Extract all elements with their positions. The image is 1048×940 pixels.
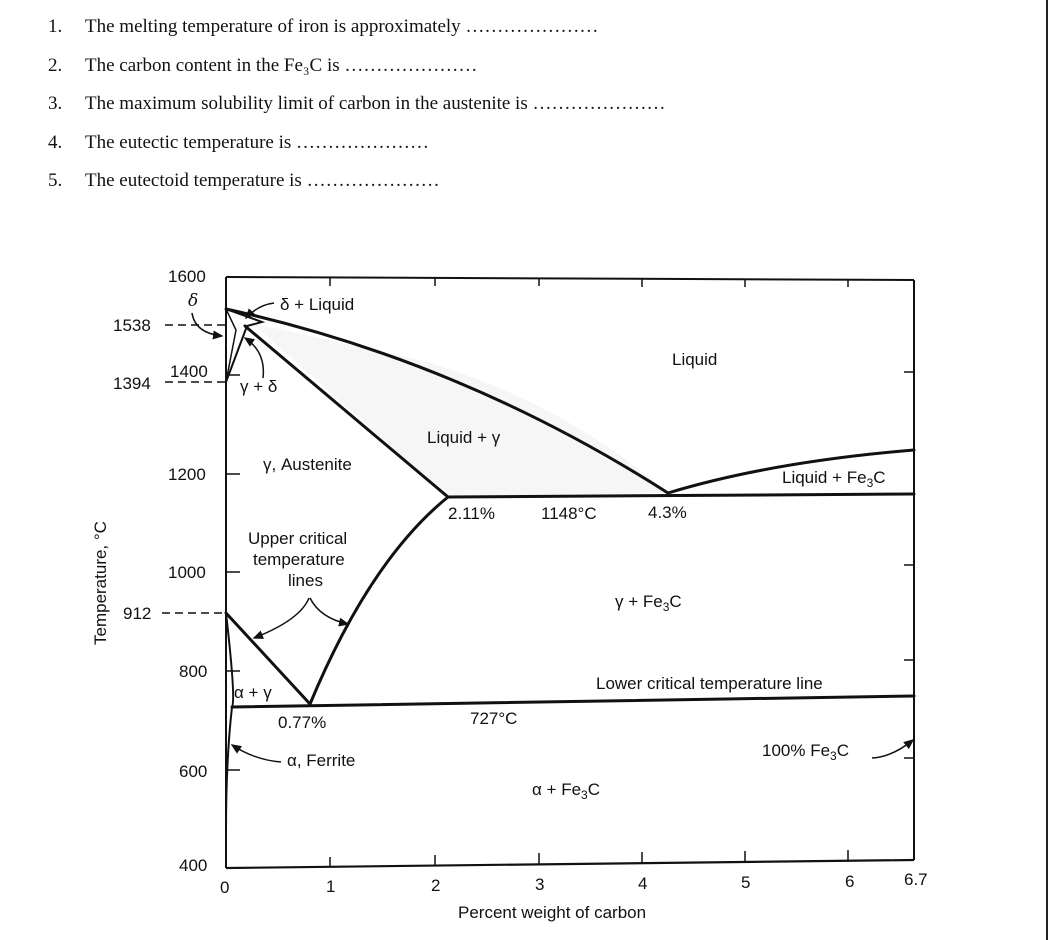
label-alpha-gamma: α + γ xyxy=(234,683,272,702)
label-upper-critical-3: lines xyxy=(288,571,323,590)
label-gamma-fe3c: γ + Fe3C xyxy=(615,592,682,614)
question-5: 5. The eutectoid temperature is ………………… xyxy=(48,170,440,191)
question-list: 1. The melting temperature of iron is app… xyxy=(48,8,665,201)
svg-text:1400: 1400 xyxy=(170,362,208,381)
svg-text:1394: 1394 xyxy=(113,374,151,393)
x-tick-labels: 0 1 2 3 4 5 6 6.7 xyxy=(220,870,928,897)
page-edge xyxy=(1046,0,1048,940)
svg-text:1000: 1000 xyxy=(168,563,206,582)
label-0-77-pct: 0.77% xyxy=(278,713,326,732)
label-2-11-pct: 2.11% xyxy=(448,504,495,523)
svg-text:4: 4 xyxy=(638,874,647,893)
svg-text:3: 3 xyxy=(535,875,544,894)
phase-boundaries xyxy=(224,307,916,831)
label-gamma-delta: γ + δ xyxy=(240,377,277,396)
liquid-gamma-region xyxy=(252,323,668,497)
label-delta-liquid: δ + Liquid xyxy=(280,295,354,314)
answer-blank[interactable]: ………………… xyxy=(306,170,440,191)
y-axis-title: Temperature, °C xyxy=(91,521,110,645)
answer-blank[interactable]: ………………… xyxy=(296,131,430,153)
reference-dashes xyxy=(162,324,226,614)
label-austenite: γ, Austenite xyxy=(263,455,352,474)
x-axis-title: Percent weight of carbon xyxy=(458,903,646,922)
question-2: 2. The carbon content in the Fe₃C is …………… xyxy=(48,54,478,76)
label-liquid-fe3c: Liquid + Fe3C xyxy=(782,468,886,490)
label-ferrite: α, Ferrite xyxy=(287,751,355,770)
question-1: 1. The melting temperature of iron is app… xyxy=(48,16,599,37)
label-liquid-gamma: Liquid + γ xyxy=(427,428,501,447)
y-axis-ticks xyxy=(226,371,914,771)
x-axis-ticks xyxy=(329,278,849,867)
answer-blank[interactable]: ………………… xyxy=(532,93,666,114)
label-lower-critical-line: Lower critical temperature line xyxy=(596,674,823,693)
svg-text:5: 5 xyxy=(741,873,750,892)
answer-blank[interactable]: ………………… xyxy=(465,16,599,37)
label-1148c: 1148°C xyxy=(541,504,597,523)
svg-text:600: 600 xyxy=(179,762,207,781)
label-727c: 727°C xyxy=(470,709,517,728)
region-labels: δ δ + Liquid γ + δ Liquid Liquid + γ γ, … xyxy=(188,291,886,802)
label-upper-critical-1: Upper critical xyxy=(248,529,347,548)
svg-text:400: 400 xyxy=(179,856,207,875)
question-3: 3. The maximum solubility limit of carbon… xyxy=(48,93,666,114)
annotation-arrows xyxy=(191,302,915,763)
svg-text:800: 800 xyxy=(179,662,207,681)
svg-text:2: 2 xyxy=(431,876,440,895)
svg-text:1600: 1600 xyxy=(168,267,206,286)
svg-text:6.7: 6.7 xyxy=(904,870,928,889)
label-alpha-fe3c: α + Fe3C xyxy=(532,780,600,802)
label-4-3-pct: 4.3% xyxy=(648,503,687,522)
svg-text:1200: 1200 xyxy=(168,465,206,484)
y-tick-labels: 1600 1400 1200 1000 800 600 400 1538 139… xyxy=(113,267,208,875)
label-upper-critical-2: temperature xyxy=(253,550,345,569)
answer-blank[interactable]: ………………… xyxy=(344,54,478,76)
svg-text:912: 912 xyxy=(123,604,151,623)
label-liquid: Liquid xyxy=(672,350,717,369)
svg-text:1538: 1538 xyxy=(113,316,151,335)
label-100-fe3c: 100% Fe3C xyxy=(762,741,849,763)
svg-text:0: 0 xyxy=(220,878,229,897)
svg-text:1: 1 xyxy=(326,877,335,896)
svg-text:6: 6 xyxy=(845,872,854,891)
label-delta: δ xyxy=(188,291,198,311)
question-4: 4. The eutectic temperature is ………………… xyxy=(48,131,430,153)
